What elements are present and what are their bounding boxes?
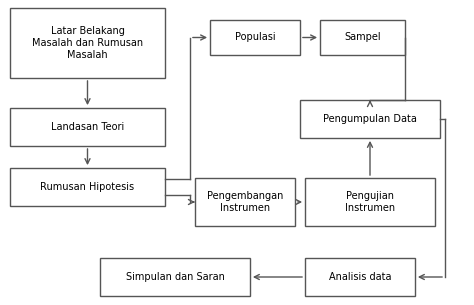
Bar <box>10 168 165 206</box>
Text: Simpulan dan Saran: Simpulan dan Saran <box>126 272 224 282</box>
Text: Rumusan Hipotesis: Rumusan Hipotesis <box>40 182 135 192</box>
Bar <box>305 258 415 296</box>
Text: Pengumpulan Data: Pengumpulan Data <box>323 114 417 124</box>
Bar <box>100 258 250 296</box>
Bar <box>320 20 405 55</box>
Text: Populasi: Populasi <box>235 33 275 42</box>
Text: Latar Belakang
Masalah dan Rumusan
Masalah: Latar Belakang Masalah dan Rumusan Masal… <box>32 26 143 60</box>
Text: Pengembangan
Instrumen: Pengembangan Instrumen <box>207 191 283 213</box>
Text: Landasan Teori: Landasan Teori <box>51 122 124 132</box>
Bar <box>305 178 435 226</box>
Bar <box>195 178 295 226</box>
Bar <box>210 20 300 55</box>
Bar <box>10 8 165 78</box>
Text: Pengujian
Instrumen: Pengujian Instrumen <box>345 191 395 213</box>
Bar <box>10 108 165 146</box>
Text: Analisis data: Analisis data <box>329 272 391 282</box>
Text: Sampel: Sampel <box>344 33 381 42</box>
Bar <box>300 100 440 138</box>
